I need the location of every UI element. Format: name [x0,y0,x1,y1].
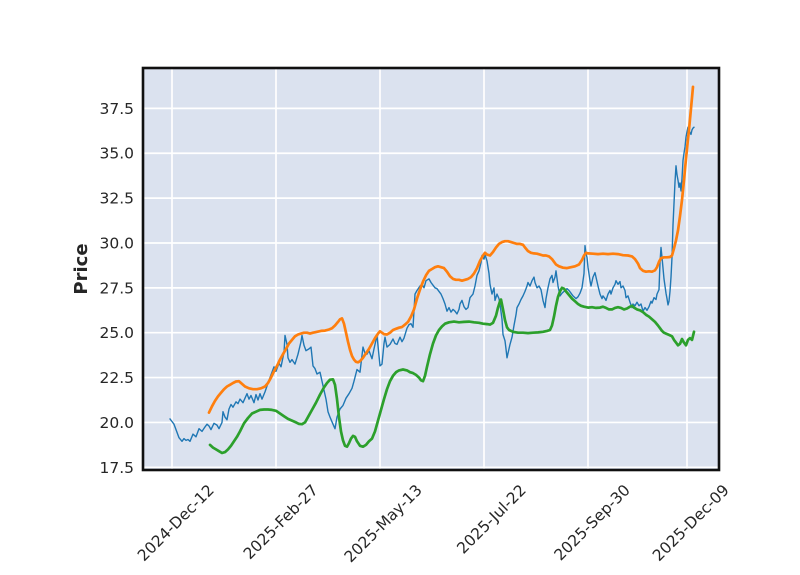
x-tick-label: 2025-Feb-27 [240,481,322,563]
y-tick-label: 25.0 [99,324,134,342]
y-tick-label: 37.5 [99,100,134,118]
green-lower-line [208,286,696,455]
x-tick-label: 2025-Sep-30 [551,481,634,564]
y-tick-label: 35.0 [99,145,134,163]
x-tick-label: 2025-Jul-22 [454,481,530,557]
y-tick-label: 32.5 [99,190,134,208]
x-tick-label: 2025-May-13 [341,481,426,566]
y-tick-label: 17.5 [99,459,134,477]
orange-upper-line [207,85,695,414]
x-tick-label: 2024-Dec-12 [134,481,218,565]
y-tick-label: 22.5 [99,369,134,387]
y-axis-label: Price [71,243,92,294]
axes-spines [141,66,721,472]
y-tick-label: 30.0 [99,234,134,252]
x-tick-label: 2025-Dec-09 [649,481,733,565]
y-tick-label: 27.5 [99,279,134,297]
y-tick-label: 20.0 [99,414,134,432]
